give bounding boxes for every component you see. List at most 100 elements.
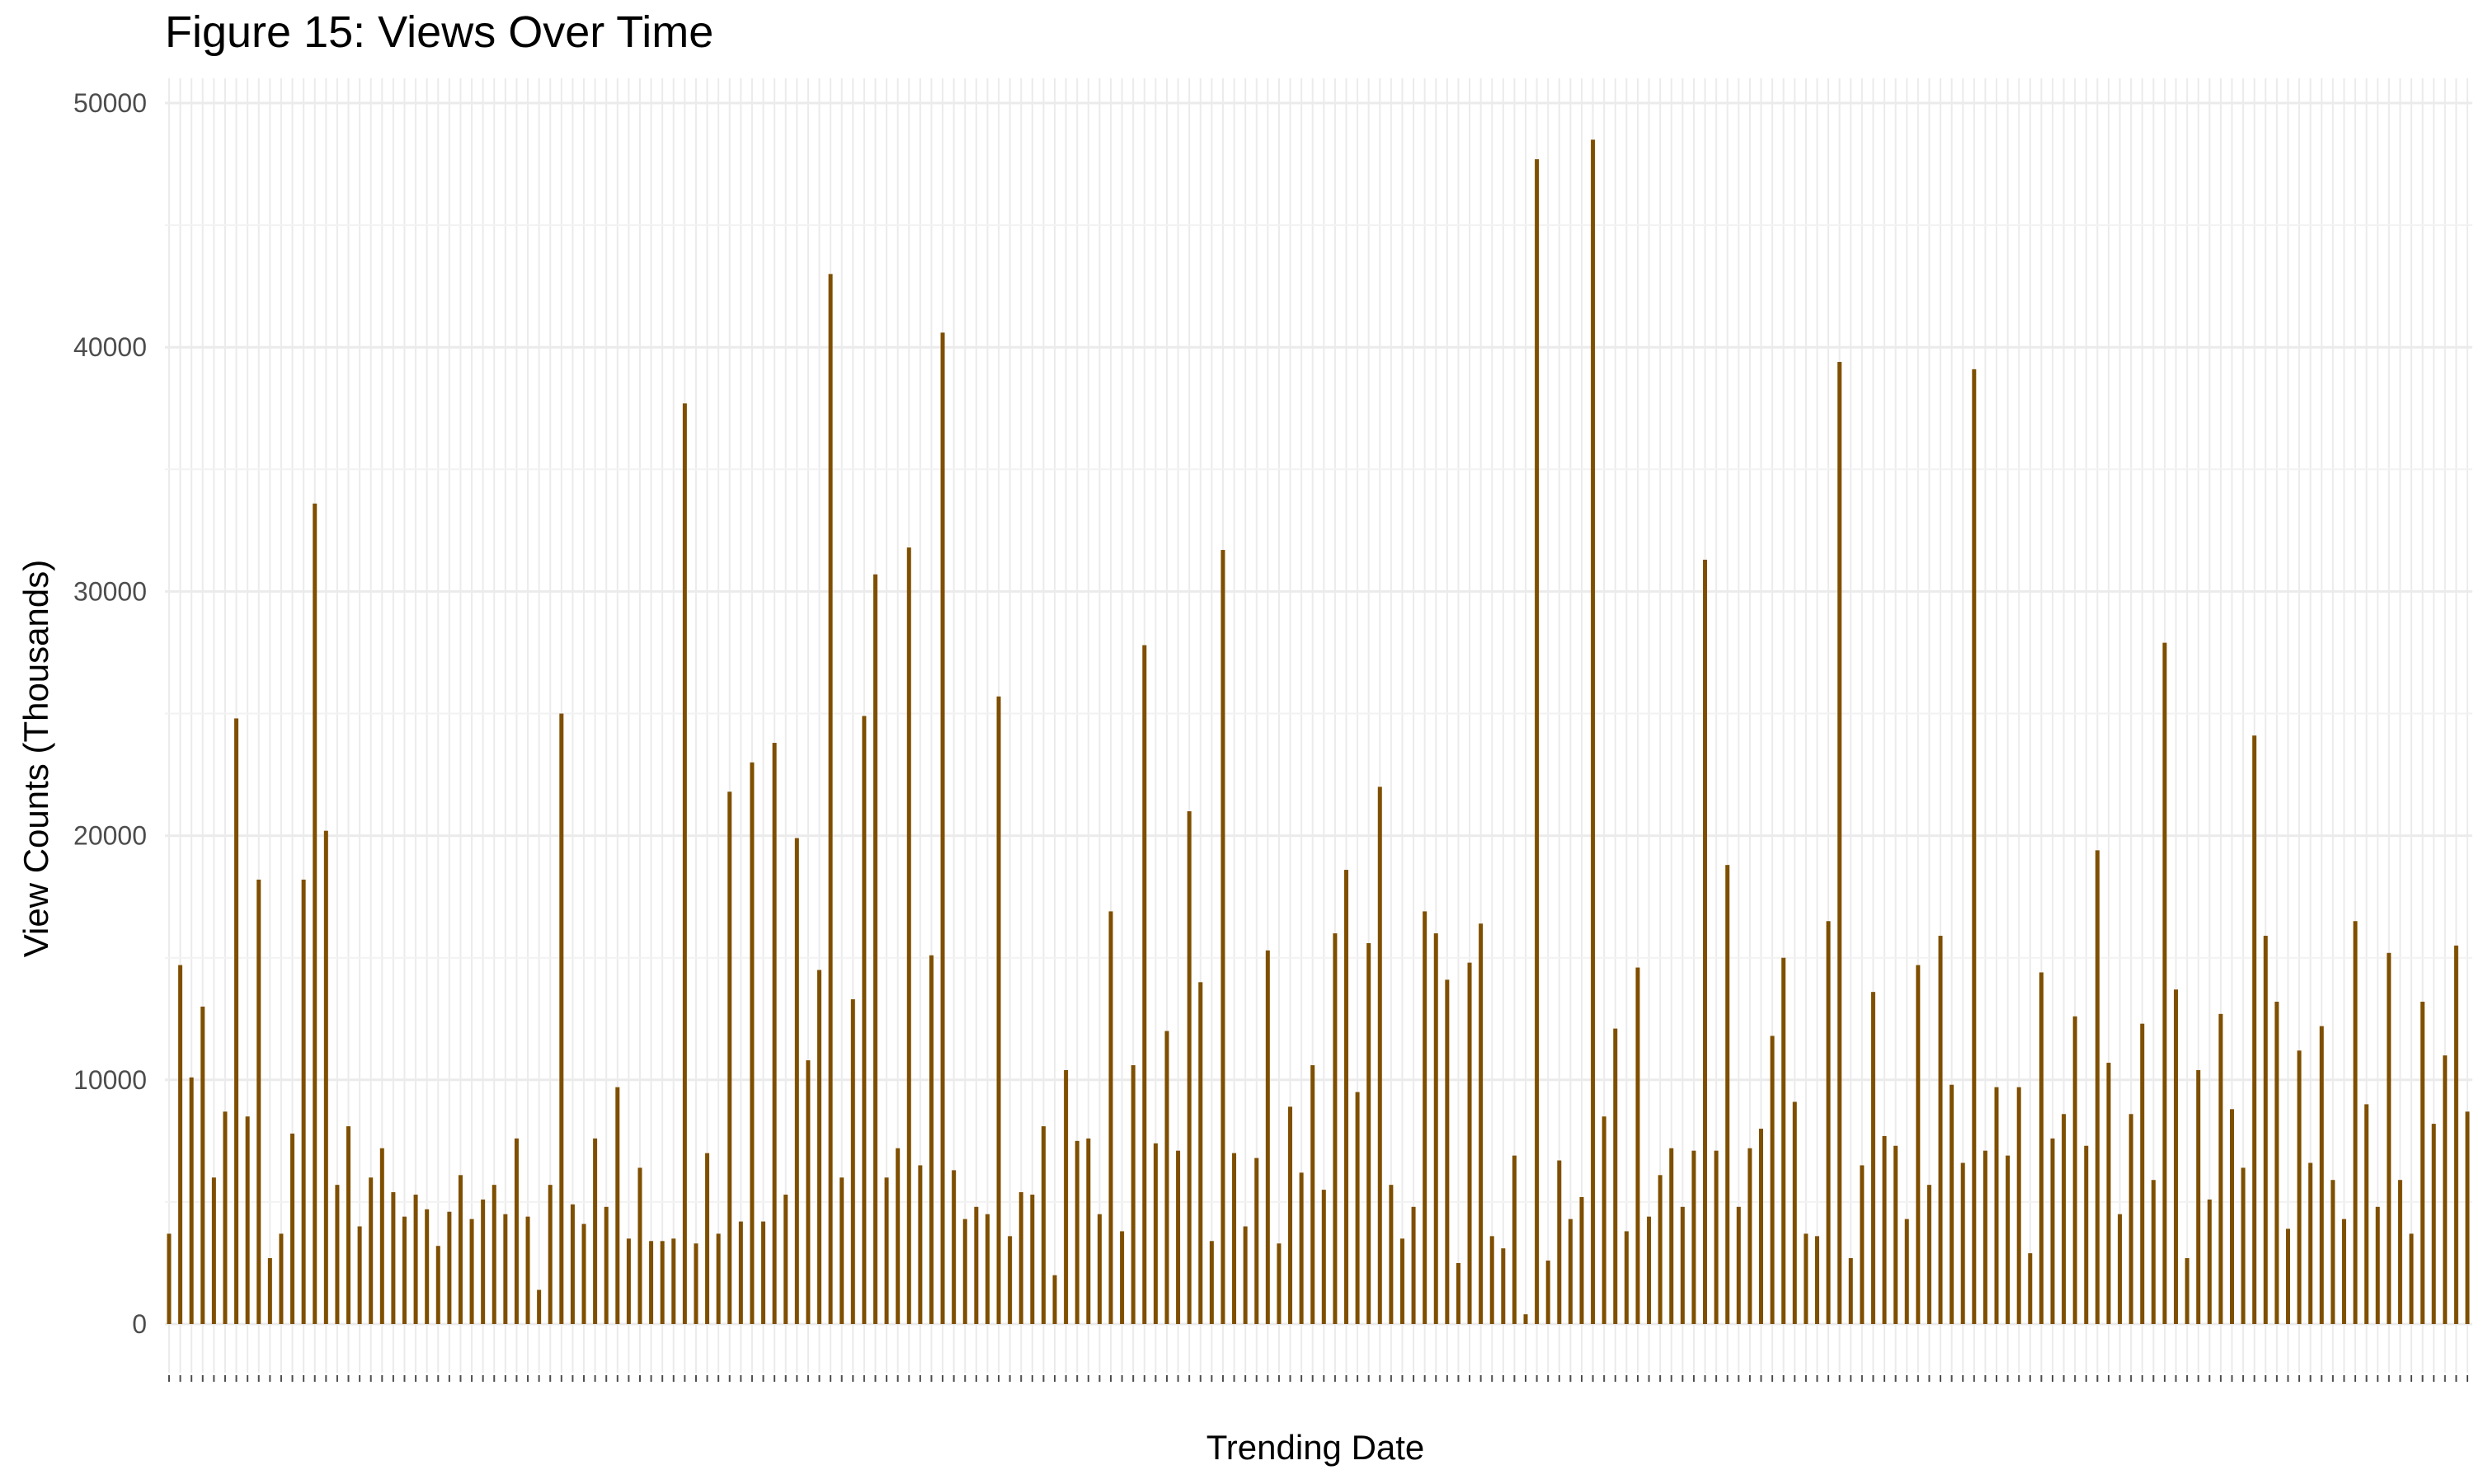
bar [862,716,867,1324]
bar [1456,1262,1460,1324]
bar [189,1077,194,1324]
bar [1613,1028,1618,1324]
bar [1018,1192,1023,1324]
bar [750,762,755,1324]
bar [1826,921,1831,1324]
bar [2453,945,2458,1324]
bar [2128,1114,2133,1324]
bar [1938,936,1943,1324]
bar [559,713,564,1324]
bar [469,1219,474,1324]
bar [2185,1258,2189,1324]
bar [1423,911,1427,1324]
bar [2252,735,2257,1324]
bar [2353,921,2358,1324]
bar [1064,1069,1069,1324]
bar [1926,1185,1931,1324]
bar [1445,979,1450,1324]
bar [2241,1167,2246,1324]
bar [1994,1087,1999,1324]
bar [1557,1160,1562,1324]
bar [2174,989,2179,1324]
bar [2039,972,2044,1324]
bar [391,1192,396,1324]
bar [537,1289,542,1324]
bar [772,743,777,1324]
bar [1052,1275,1057,1324]
bar [884,1177,889,1324]
bar [379,1148,384,1324]
bar [1389,1185,1394,1324]
bar [952,1170,957,1324]
bar [1489,1236,1494,1324]
bars [167,139,2470,1325]
bar [1108,911,1113,1324]
bar [402,1216,407,1324]
bar [2375,1206,2380,1324]
bar [1535,159,1540,1325]
bar [1814,1236,1819,1324]
bar [167,1233,172,1324]
bar [1736,1206,1741,1324]
bar [1333,933,1338,1324]
bar [1545,1260,1550,1324]
bar [335,1185,340,1324]
y-tick-label: 0 [132,1309,147,1339]
y-axis-ticks: 0 10000 20000 30000 40000 50000 [73,88,147,1339]
bar [626,1238,631,1324]
bar [481,1199,486,1324]
bar [918,1165,923,1324]
bar [1265,950,1270,1324]
bar [1972,369,1977,1324]
bar [1479,923,1484,1324]
bar [1433,933,1438,1324]
bar [671,1238,676,1324]
bar [2465,1111,2470,1324]
bar [2006,1155,2011,1324]
bar [211,1177,216,1324]
bar [2207,1199,2212,1324]
bar [525,1216,530,1324]
bar [1277,1243,1282,1324]
bar [1501,1248,1506,1324]
bar [458,1175,463,1324]
y-tick-label: 20000 [73,821,147,851]
bar [2387,952,2392,1324]
bar [290,1133,295,1324]
bar [2409,1233,2414,1324]
bar [660,1241,665,1324]
bar [615,1087,620,1324]
bar [872,574,877,1324]
bar [2364,1104,2369,1324]
bar [2140,1023,2145,1324]
bar [1848,1258,1853,1324]
bar [738,1221,743,1324]
bar [1635,967,1640,1324]
bar [2420,1002,2425,1324]
bar [256,879,261,1324]
bar [2028,1253,2033,1324]
bar [425,1209,430,1324]
bar [200,1006,205,1324]
bar [1916,965,1921,1324]
bar [2106,1063,2111,1324]
bar [2331,1180,2335,1324]
bar [806,1060,811,1324]
bar [2397,1180,2402,1324]
bar [1041,1126,1046,1324]
bar [840,1177,844,1324]
bar [1075,1140,1079,1324]
bar [2162,642,2167,1324]
y-tick-label: 50000 [73,88,147,118]
bar [1142,645,1147,1324]
bar [1467,962,1472,1324]
bar [1377,787,1382,1324]
bar [570,1204,575,1324]
bar [1310,1065,1315,1324]
bar [234,718,239,1324]
grid-minor [165,78,2472,1373]
bar [1647,1216,1652,1324]
chart-title: Figure 15: Views Over Time [165,7,714,57]
bar [435,1246,440,1324]
bar [1950,1084,1954,1324]
